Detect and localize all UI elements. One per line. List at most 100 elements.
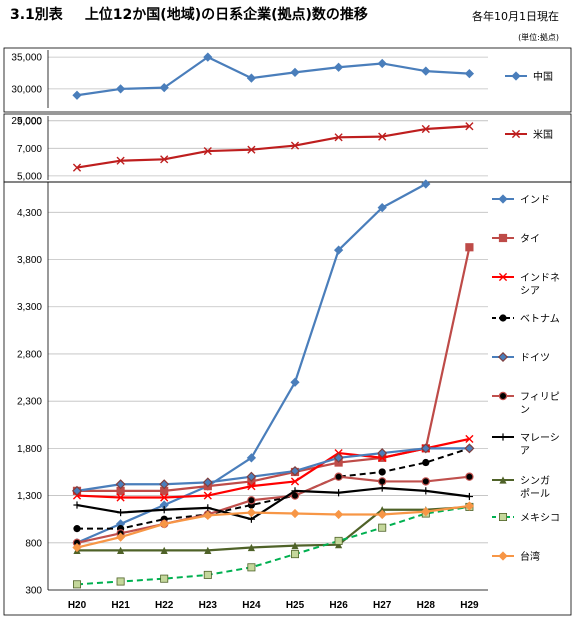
data-point [421,124,430,134]
y-tick-label: 3,800 [17,255,42,266]
legend-item-シンガポール: シンガポール [492,475,550,500]
data-point [465,492,473,501]
series-line [76,437,470,499]
legend-label-line: マレーシ [520,433,560,444]
data-point [246,73,257,83]
data-point [421,66,431,76]
legend-item-メキシコ: メキシコ [492,513,560,524]
series-line [76,55,470,97]
legend-label: ドイツ [520,353,550,364]
x-tick-label: H23 [199,600,218,611]
legend-swatch-marker [498,551,508,561]
y-tick-label: 2,300 [17,397,42,408]
data-point [247,496,256,505]
legend-label-line: 台湾 [520,550,540,563]
data-point [160,574,169,583]
data-point [465,434,474,444]
data-point [247,482,256,491]
data-point [160,493,169,502]
y-tick-label: 800 [25,538,42,549]
y-tick-label: 4,300 [17,208,42,219]
legend-label-line: ポール [520,488,550,500]
data-point [73,525,81,533]
legend-swatch-marker [511,129,521,139]
legend-label-line: ン [520,405,530,416]
series-line [77,505,470,552]
legend-label: インド [520,195,550,206]
data-point [377,509,387,520]
series-line [76,486,470,521]
data-point [203,570,212,579]
legend-label-line: 米国 [533,128,553,141]
legend-label-line: ドイツ [520,353,550,364]
legend-label-line: シンガ [520,475,550,487]
data-point [421,477,430,486]
legend-label: マレーシア [520,433,560,457]
x-tick-label: H26 [329,600,348,611]
legend-swatch-marker [511,71,521,81]
series-米国 [72,122,474,172]
data-point [72,90,82,100]
data-point [117,546,125,554]
data-point [115,84,126,94]
legend-item-インドネシア: インドネシア [492,272,560,297]
data-point [422,487,430,495]
data-point [290,141,300,150]
table-number: 3.1別表 [10,7,63,23]
legend-label: フィリピン [520,391,560,416]
data-point [204,546,212,554]
legend-swatch-marker [499,314,507,322]
legend-label-line: フィリピ [520,391,560,403]
legend-label-line: インド [520,195,550,206]
data-point [73,501,81,509]
data-point [335,489,343,497]
legend-swatch-marker [498,513,507,522]
legend-label: タイ [520,233,540,245]
data-point [290,508,300,519]
legend-swatch-marker [497,351,509,363]
series-line [76,447,470,492]
data-point [333,509,344,520]
y-tick-label: 7,000 [17,144,42,155]
legend-label: 中国 [533,70,553,83]
data-point [377,58,387,69]
legend-label-line: タイ [520,233,540,245]
data-point [204,504,212,512]
legend-swatch-marker [498,272,508,282]
series-マレーシア [73,484,473,523]
panel-frame-top [3,47,572,113]
data-point [246,453,257,463]
series-中国 [72,52,475,100]
data-point [333,452,344,463]
data-point [203,510,213,521]
as-of-note: 各年10月1日現在 [472,10,559,23]
data-point [377,448,388,459]
legend-item-マレーシア: マレーシア [492,433,560,457]
panel-middle: 9,000 7,000 5,000 米国 [17,116,553,182]
panel-bottom: 4,300 3,800 3,300 2,800 2,300 1,800 1,300 800 30… [17,179,560,611]
legend-item-台湾: 台湾 [492,550,540,563]
y-tick-label: 35,000 [11,53,42,64]
series-line [76,475,470,544]
data-point [160,155,169,164]
data-point [116,493,125,502]
y-tick-label: 30,000 [11,84,42,95]
y-tick-label: 1,300 [17,491,42,502]
data-point [72,163,82,172]
data-point [116,156,125,165]
y-tick-label: 5,000 [17,171,42,182]
data-point [464,69,475,79]
data-point [465,472,474,481]
data-point [378,506,386,514]
unit-note: (単位:拠点) [518,33,559,42]
data-point [116,577,125,586]
series-line [76,504,470,549]
chart-title: 3.1別表 上位12か国(地域)の日系企業(拠点)数の推移 [10,4,368,24]
legend-label: シンガポール [520,475,550,500]
data-point [378,484,386,492]
panel-top: 35,000 30,000 25,000 中国 [11,50,553,127]
data-point [420,443,431,454]
legend-label: 米国 [533,128,553,141]
data-point [72,542,82,553]
data-point [290,477,300,486]
